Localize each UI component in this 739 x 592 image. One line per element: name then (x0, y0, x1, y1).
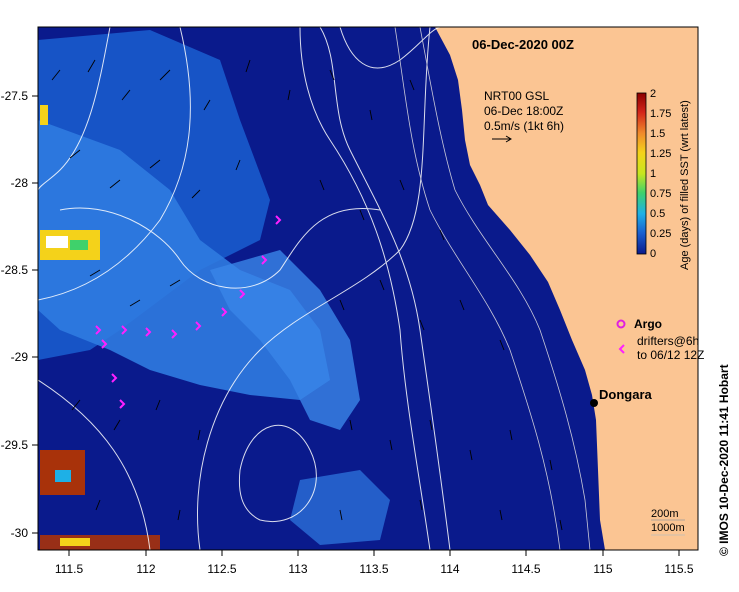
isobaths (394, 27, 591, 550)
patch-south-yellow (60, 538, 90, 546)
argo-legend-symbol (616, 319, 626, 329)
product-label: NRT00 GSL (484, 89, 549, 103)
vector-scale-arrow (492, 135, 512, 143)
colorbar-tick: 0.75 (650, 188, 671, 200)
lon-label: 114.5 (511, 562, 540, 576)
lon-axis-labels: 111.5 112 112.5 113 113.5 114 114.5 115 … (55, 562, 694, 576)
patch-green (70, 240, 88, 250)
colorbar-tick: 0.25 (650, 228, 671, 240)
vector-scale-label: 0.5m/s (1kt 6h) (484, 119, 564, 133)
colorbar-label: Age (days) of filled SST (wrt latest) (679, 100, 691, 270)
colorbar-tick: 1 (650, 168, 656, 180)
colorbar-ticks: 2 1.75 1.5 1.25 1 0.75 0.5 0.25 0 (650, 88, 671, 260)
axis-ticks (32, 95, 680, 556)
lat-label: -27.5 (1, 89, 29, 103)
sst-band-offshore (210, 250, 360, 430)
lat-label: -28.5 (1, 263, 29, 277)
drifter-legend-symbol (618, 344, 625, 354)
lon-label: 114 (440, 562, 459, 576)
patch-south (40, 535, 160, 550)
drifter-tracks (95, 215, 282, 409)
dongara-marker (590, 399, 598, 407)
lon-label: 115 (593, 562, 612, 576)
current-vectors (51, 59, 563, 531)
patch-white (46, 236, 68, 248)
time-label: 06-Dec 18:00Z (484, 104, 563, 118)
colorbar-tick: 0.5 (650, 208, 665, 220)
contour-lines (38, 27, 451, 550)
colorbar-tick: 1.25 (650, 148, 671, 160)
lat-label: -29 (11, 350, 29, 364)
map-frame (37, 26, 699, 551)
lon-label: 112 (136, 562, 155, 576)
map-title: 06-Dec-2020 00Z (472, 37, 574, 52)
lon-label: 113 (288, 562, 307, 576)
lat-label: -29.5 (1, 438, 29, 452)
land-western-australia (435, 27, 698, 550)
patch-edge (40, 105, 48, 125)
lat-axis-labels: -27.5 -28 -28.5 -29 -29.5 -30 (1, 89, 29, 540)
colorbar-tick: 0 (650, 248, 656, 260)
drifter-legend-label: drifters@6h (637, 334, 699, 348)
lon-label: 113.5 (359, 562, 388, 576)
drifter-legend-time: to 06/12 12Z (637, 348, 704, 362)
colorbar (636, 92, 647, 255)
map-area (38, 27, 698, 550)
lon-label: 111.5 (55, 562, 84, 576)
colorbar-tick: 2 (650, 88, 656, 100)
colorbar-tick: 1.5 (650, 128, 665, 140)
dongara-label: Dongara (599, 387, 653, 402)
lon-label: 112.5 (207, 562, 236, 576)
contour-1000m-label: 1000m (651, 522, 685, 534)
credit-text: © IMOS 10-Dec-2020 11:41 Hobart (717, 364, 731, 556)
patch-cyan (55, 470, 71, 482)
contour-200m-label: 200m (651, 508, 679, 520)
lon-label: 115.5 (664, 562, 693, 576)
lat-label: -30 (11, 526, 29, 540)
lat-label: -28 (11, 176, 29, 190)
colorbar-tick: 1.75 (650, 108, 671, 120)
argo-legend-label: Argo (634, 317, 662, 331)
